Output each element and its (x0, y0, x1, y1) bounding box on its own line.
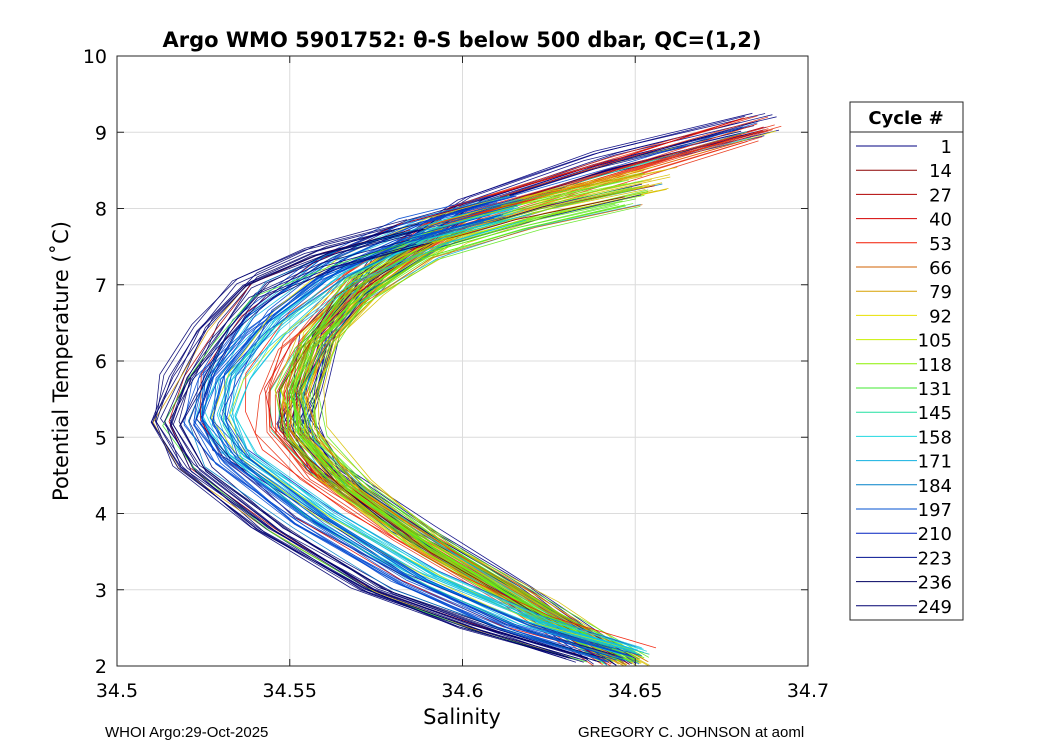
profile-line (201, 195, 605, 655)
y-tick-label: 7 (95, 275, 107, 297)
profile-line (172, 239, 588, 662)
profile-line (178, 228, 588, 659)
profile-line (164, 228, 570, 658)
y-tick-label: 4 (95, 504, 107, 526)
legend-entry-label: 171 (918, 452, 952, 473)
y-tick-label: 2 (95, 656, 107, 678)
legend-entry-label: 105 (918, 331, 952, 352)
profile-line (222, 218, 632, 662)
profile-line (305, 204, 649, 663)
profile-line (254, 140, 743, 667)
profile-line (274, 173, 640, 662)
footer-source-date: WHOI Argo:29-Oct-2025 (105, 724, 269, 741)
legend-entry-label: 184 (918, 476, 952, 497)
legend-entry-label: 145 (918, 403, 952, 424)
profile-line (169, 243, 584, 663)
profile-line (317, 189, 649, 658)
legend-entry-label: 118 (918, 355, 952, 376)
profile-line (187, 227, 597, 658)
y-tick-label: 10 (83, 46, 107, 68)
legend-entry-label: 197 (918, 500, 952, 521)
legend-entry-label: 66 (929, 258, 952, 279)
profile-line (285, 203, 616, 662)
profile-line (163, 229, 588, 659)
x-tick-label: 34.7 (787, 680, 829, 702)
profile-line (151, 232, 567, 660)
legend-entry-label: 249 (918, 597, 952, 618)
legend-entry-label: 40 (929, 210, 952, 231)
profile-line (199, 214, 618, 661)
axis-ticks: 34.5 34.55 34.6 34.65 34.7 2 3 4 5 6 7 8 9 10 (83, 46, 829, 702)
x-tick-label: 34.55 (263, 680, 317, 702)
legend-entry-label: 1 (941, 137, 952, 158)
profile-line (179, 242, 600, 663)
legend-entry-label: 236 (918, 573, 952, 594)
profile-line (179, 243, 602, 663)
chart-title: Argo WMO 5901752: θ-S below 500 dbar, QC… (163, 28, 762, 52)
profile-line (211, 216, 626, 662)
profile-line (201, 202, 611, 657)
profile-line (211, 205, 624, 658)
legend-entries: 1 14 27 40 53 66 79 92 105 118 131 145 158 171 184 197 2… (856, 137, 952, 618)
y-tick-label: 8 (95, 199, 107, 221)
legend-entry-label: 210 (918, 524, 952, 545)
profile-line (234, 209, 648, 652)
profile-line (228, 219, 650, 655)
profile-lines (150, 112, 782, 667)
profile-line (234, 219, 650, 655)
profile-line (302, 204, 641, 663)
profile-line (232, 198, 642, 649)
y-tick-label: 6 (95, 351, 107, 373)
x-tick-label: 34.6 (441, 680, 483, 702)
profile-line (183, 218, 597, 662)
profile-line (223, 220, 640, 655)
legend-entry-label: 27 (929, 185, 952, 206)
legend-entry-label: 14 (929, 161, 952, 182)
y-tick-label: 5 (95, 427, 107, 449)
y-tick-label: 9 (95, 122, 107, 144)
legend-entry-label: 223 (918, 548, 952, 569)
y-axis-label: Potential Temperature (˚C) (49, 221, 73, 501)
legend-title: Cycle # (868, 108, 943, 129)
legend: Cycle # 1 14 27 40 53 66 79 92 105 118 131 145 158 17… (849, 101, 964, 621)
x-tick-label: 34.65 (608, 680, 662, 702)
profile-line (193, 218, 610, 662)
legend-entry-label: 53 (929, 234, 952, 255)
legend-entry-label: 79 (929, 282, 952, 303)
footer-author: GREGORY C. JOHNSON at aoml (578, 724, 805, 741)
profile-line (286, 189, 646, 666)
profile-line (289, 203, 634, 662)
legend-entry-label: 92 (929, 306, 952, 327)
profile-line (162, 243, 587, 663)
y-tick-label: 3 (95, 580, 107, 602)
x-axis-label: Salinity (423, 705, 501, 729)
profile-line (297, 198, 636, 661)
profile-line (298, 206, 641, 663)
profile-line (201, 217, 607, 662)
profile-line (311, 114, 773, 660)
profile-line (220, 199, 643, 657)
legend-entry-label: 131 (918, 379, 952, 400)
x-tick-label: 34.5 (96, 680, 138, 702)
legend-entry-label: 158 (918, 427, 952, 448)
profile-line (154, 224, 567, 657)
